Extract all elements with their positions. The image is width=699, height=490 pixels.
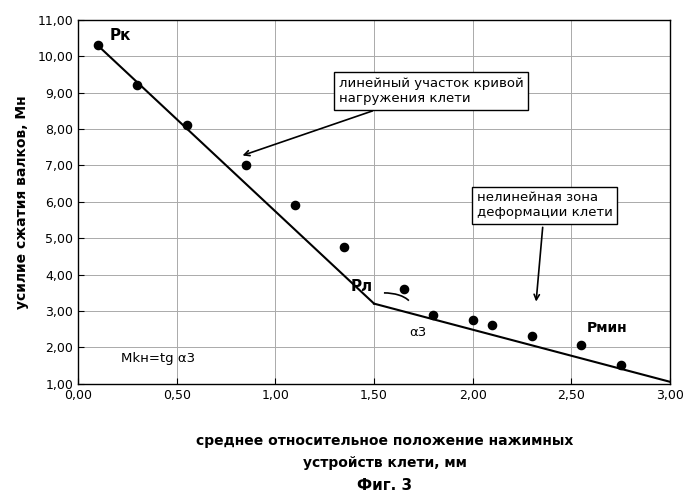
Text: среднее относительное положение нажимных: среднее относительное положение нажимных [196, 434, 573, 448]
Text: Фиг. 3: Фиг. 3 [357, 478, 412, 490]
Text: Pк: Pк [110, 28, 131, 43]
Point [526, 332, 538, 340]
Point [398, 285, 409, 293]
Point [576, 342, 587, 349]
Y-axis label: усилие сжатия валков, Мн: усилие сжатия валков, Мн [15, 95, 29, 309]
Point [289, 201, 301, 209]
Text: Mkн=tg α3: Mkн=tg α3 [122, 352, 196, 365]
Text: устройств клети, мм: устройств клети, мм [303, 456, 466, 470]
Text: Pл: Pл [350, 279, 373, 294]
Point [467, 316, 478, 324]
Text: линейный участок кривой
нагружения клети: линейный участок кривой нагружения клети [244, 77, 524, 156]
Point [615, 362, 626, 369]
Point [240, 162, 252, 170]
Point [428, 311, 439, 319]
Point [487, 321, 498, 329]
Text: Pмин: Pмин [587, 321, 628, 335]
Point [131, 81, 143, 89]
Point [339, 244, 350, 251]
Point [92, 42, 103, 49]
Text: нелинейная зона
деформации клети: нелинейная зона деформации клети [477, 192, 612, 300]
Text: α3: α3 [410, 326, 427, 340]
Point [181, 122, 192, 129]
